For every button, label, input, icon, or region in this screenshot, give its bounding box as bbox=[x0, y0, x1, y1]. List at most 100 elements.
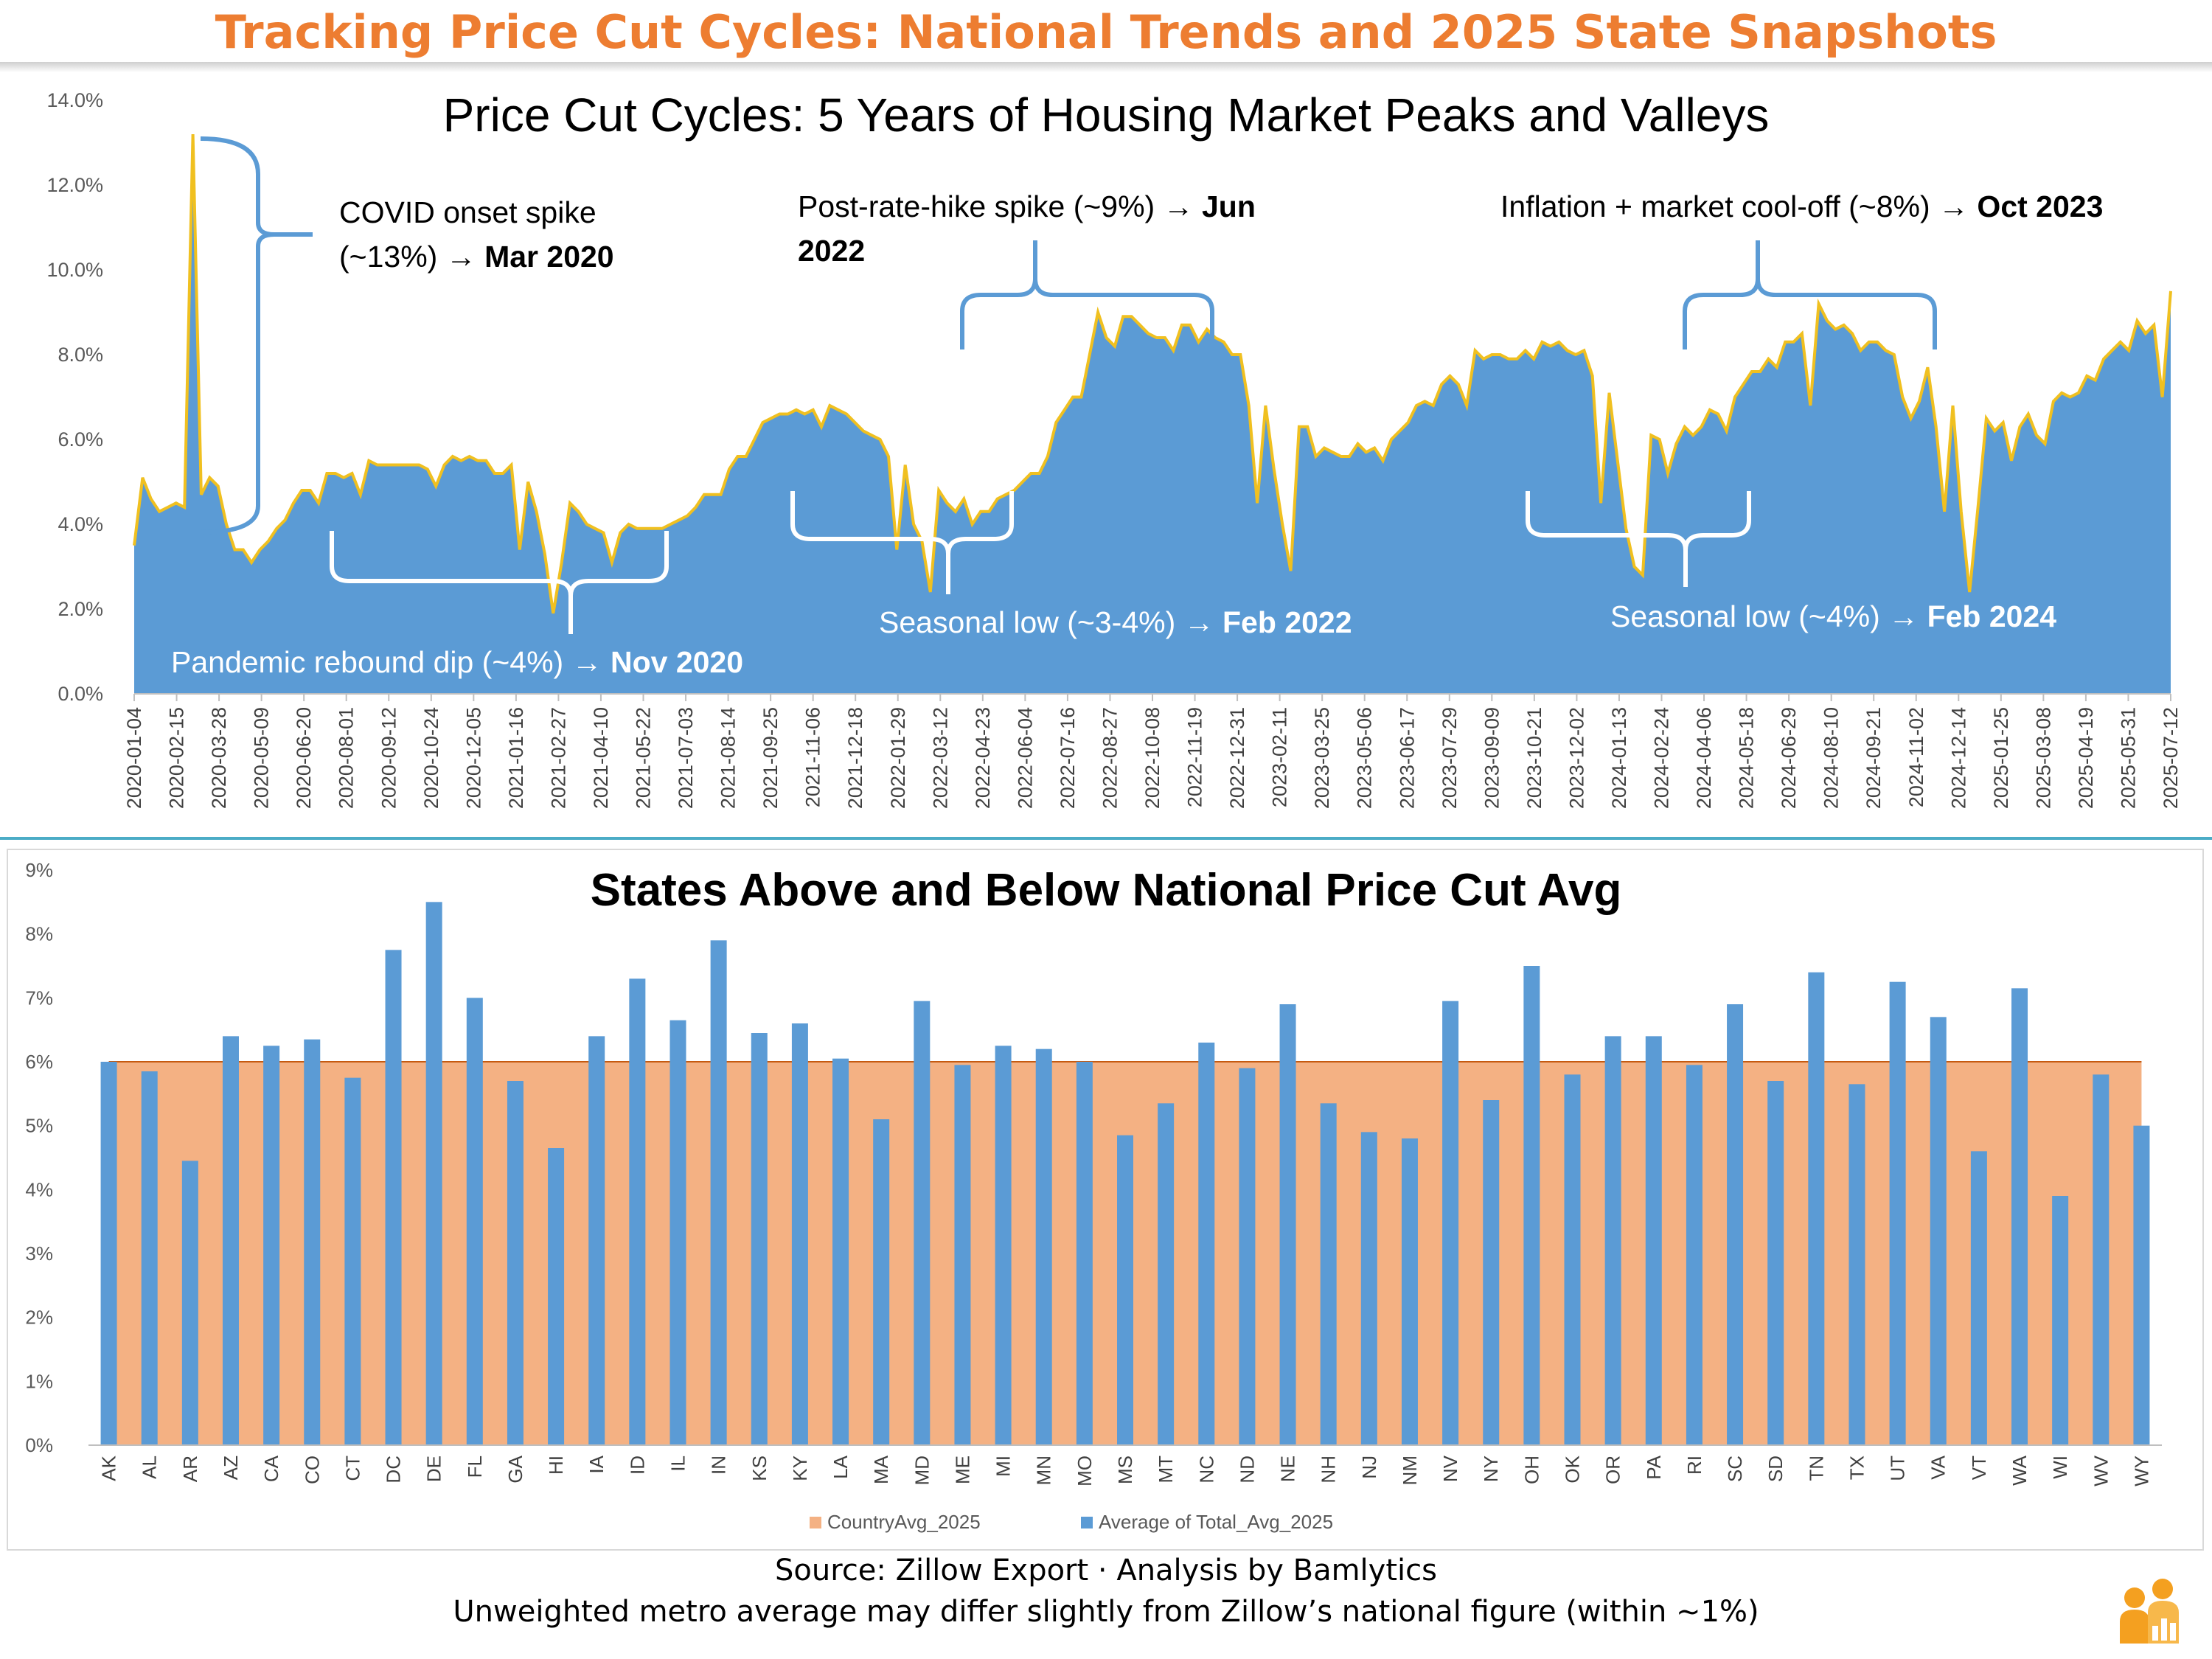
y-tick-label: 6% bbox=[25, 1051, 53, 1073]
bar-ny bbox=[1483, 1100, 1500, 1445]
x-tick-label: IA bbox=[585, 1455, 608, 1473]
top-chart-title: Price Cut Cycles: 5 Years of Housing Mar… bbox=[443, 88, 1770, 142]
bar-wv bbox=[2093, 1074, 2110, 1445]
bar-oh bbox=[1523, 966, 1540, 1445]
x-tick-label: 2022-08-27 bbox=[1099, 707, 1121, 809]
x-tick-label: PA bbox=[1643, 1455, 1665, 1479]
x-tick-label: 2020-06-20 bbox=[293, 707, 315, 809]
bar-mt bbox=[1158, 1103, 1175, 1445]
x-tick-label: UT bbox=[1887, 1455, 1909, 1481]
bar-mo bbox=[1076, 1062, 1093, 1445]
x-tick-label: OH bbox=[1520, 1455, 1543, 1484]
bar-ak bbox=[100, 1062, 117, 1445]
x-tick-label: 2024-08-10 bbox=[1820, 707, 1843, 809]
bar-ky bbox=[791, 1023, 808, 1445]
x-tick-label: NM bbox=[1399, 1455, 1421, 1485]
bar-wi bbox=[2052, 1196, 2069, 1445]
bottom-chart-title: States Above and Below National Price Cu… bbox=[591, 865, 1622, 916]
legend: CountryAvg_2025 Average of Total_Avg_202… bbox=[810, 1511, 1333, 1533]
x-tick-label: 2022-10-08 bbox=[1141, 707, 1164, 809]
panel-divider bbox=[0, 837, 2212, 840]
bar-ma bbox=[873, 1119, 890, 1445]
y-tick-label: 10.0% bbox=[46, 259, 103, 281]
y-tick-label: 5% bbox=[25, 1115, 53, 1137]
x-tick-label: 2021-12-18 bbox=[844, 707, 866, 809]
area-fill bbox=[134, 134, 2171, 694]
x-tick-label: MN bbox=[1033, 1455, 1055, 1485]
x-tick-label: MA bbox=[870, 1455, 892, 1484]
x-tick-label: DE bbox=[423, 1455, 445, 1482]
annotation-covid-line1: COVID onset spike bbox=[339, 195, 597, 229]
x-axis: 2020-01-04 2020-02-15 2020-03-28 2020-05-09… bbox=[123, 694, 2182, 809]
x-tick-label: NH bbox=[1318, 1455, 1340, 1484]
brace-seasonal-low-2024 bbox=[1526, 491, 1751, 587]
y-tick-label: 14.0% bbox=[46, 89, 103, 111]
bar-sc bbox=[1727, 1004, 1744, 1445]
bar-wa bbox=[2011, 988, 2028, 1445]
x-tick-label: VA bbox=[1927, 1455, 1950, 1479]
bar-pa bbox=[1645, 1036, 1662, 1445]
brace-rate-hike-spike bbox=[960, 240, 1214, 349]
title-rule bbox=[0, 62, 2212, 72]
y-tick-label: 6.0% bbox=[58, 428, 103, 451]
annotation-pandemic-dip: Pandemic rebound dip (~4%) → Nov 2020 bbox=[171, 645, 743, 679]
x-tick-label: IL bbox=[667, 1455, 689, 1472]
x-tick-label: AR bbox=[179, 1455, 201, 1482]
x-tick-label: GA bbox=[504, 1455, 526, 1483]
x-tick-label: 2024-12-14 bbox=[1947, 707, 1969, 809]
y-tick-label: 1% bbox=[25, 1370, 53, 1392]
bar-md bbox=[914, 1001, 931, 1445]
bar-sd bbox=[1767, 1081, 1784, 1445]
x-tick-label: 2025-05-31 bbox=[2117, 707, 2139, 809]
x-tick-label: 2022-07-16 bbox=[1057, 707, 1079, 809]
x-tick-label: WA bbox=[2008, 1455, 2031, 1486]
y-axis: 0% 1% 2% 3% 4% 5% 6% 7% 8% 9% bbox=[25, 859, 53, 1456]
bar-nm bbox=[1401, 1138, 1418, 1445]
annotation-seasonal-2024: Seasonal low (~4%) → Feb 2024 bbox=[1610, 599, 2056, 633]
x-tick-label: SD bbox=[1764, 1455, 1787, 1482]
x-tick-label: MT bbox=[1155, 1455, 1177, 1484]
x-tick-label: 2022-11-19 bbox=[1184, 707, 1206, 807]
legend-swatch-state-avg bbox=[1081, 1517, 1093, 1528]
annotation-rate-hike-line2: 2022 bbox=[798, 234, 865, 268]
x-tick-label: 2020-10-24 bbox=[420, 707, 442, 809]
bar-ca bbox=[263, 1046, 280, 1445]
bar-or bbox=[1604, 1036, 1621, 1445]
x-tick-label: 2021-11-06 bbox=[802, 707, 824, 807]
x-tick-label: VT bbox=[1968, 1455, 1990, 1480]
x-tick-label: NC bbox=[1195, 1455, 1217, 1484]
bar-me bbox=[954, 1065, 971, 1445]
x-tick-label: CO bbox=[301, 1455, 323, 1484]
x-tick-label: 2024-09-21 bbox=[1863, 707, 1885, 809]
x-tick-label: RI bbox=[1683, 1455, 1705, 1475]
y-tick-label: 0.0% bbox=[58, 683, 103, 705]
x-tick-label: 2025-01-25 bbox=[1990, 707, 2012, 809]
bar-vt bbox=[1970, 1151, 1987, 1445]
x-tick-label: KY bbox=[789, 1455, 811, 1481]
x-tick-label: 2023-10-21 bbox=[1523, 707, 1545, 809]
main-title: Tracking Price Cut Cycles: National Tren… bbox=[215, 5, 1997, 59]
x-tick-label: 2024-11-02 bbox=[1905, 707, 1927, 807]
x-tick-label: 2020-12-05 bbox=[462, 707, 484, 809]
x-tick-label: 2023-09-09 bbox=[1481, 707, 1503, 809]
bar-az bbox=[222, 1036, 239, 1445]
bar-mi bbox=[995, 1046, 1012, 1445]
x-tick-label: 2023-03-25 bbox=[1311, 707, 1333, 809]
note-line: Unweighted metro average may differ slig… bbox=[453, 1595, 1759, 1629]
x-tick-label: 2022-04-23 bbox=[972, 707, 994, 809]
y-tick-label: 8% bbox=[25, 923, 53, 945]
x-tick-label: LA bbox=[830, 1455, 852, 1478]
x-tick-label: 2024-01-13 bbox=[1608, 707, 1630, 809]
bar-ms bbox=[1117, 1135, 1133, 1445]
x-tick-label: AZ bbox=[220, 1455, 242, 1480]
x-tick-label: 2020-05-09 bbox=[251, 707, 273, 809]
bar-dc bbox=[385, 950, 402, 1445]
x-tick-label: NY bbox=[1480, 1455, 1502, 1482]
x-tick-label: TN bbox=[1805, 1455, 1827, 1481]
bar-ar bbox=[181, 1161, 198, 1445]
x-tick-label: OK bbox=[1562, 1455, 1584, 1483]
x-tick-label: 2023-07-29 bbox=[1439, 707, 1461, 809]
x-tick-label: 2022-06-04 bbox=[1014, 707, 1036, 809]
brace-seasonal-low-2022 bbox=[790, 491, 1014, 594]
x-tick-label: FL bbox=[464, 1455, 486, 1478]
